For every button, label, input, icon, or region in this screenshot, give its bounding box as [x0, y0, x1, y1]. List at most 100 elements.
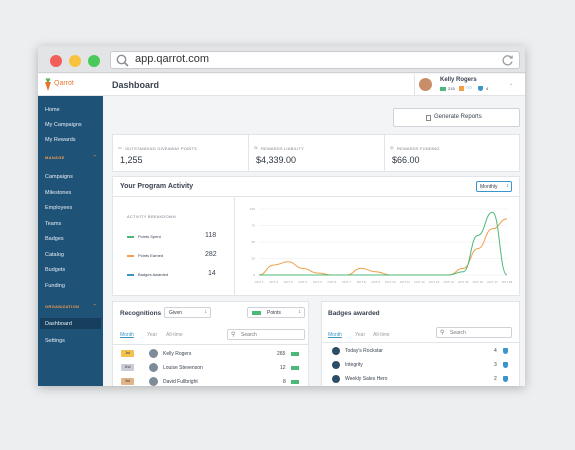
top-bar: Dashboard Kelly Rogers 215 ○○ 4 ⌄	[103, 74, 525, 96]
legend-label: Badges Awarded	[138, 272, 169, 277]
search-icon	[116, 54, 129, 67]
tab-all-time[interactable]: All-time	[166, 332, 183, 338]
badge-icon	[478, 86, 483, 91]
legend-label: Points Spent	[138, 234, 161, 239]
user-badges-count: 4	[486, 86, 489, 91]
x-tick-label: OCT 14	[443, 280, 454, 284]
badge-count: 3	[494, 362, 497, 368]
address-bar[interactable]: app.qarrot.com	[110, 51, 520, 69]
recognition-name: David Fullbright	[163, 379, 198, 385]
x-tick-label: OCT 2	[269, 280, 278, 284]
close-window-button[interactable]	[50, 55, 62, 67]
recognitions-filter-select[interactable]: Given ↕	[164, 307, 211, 318]
chevron-up-icon[interactable]: ⌃	[93, 303, 97, 308]
user-avatar	[419, 78, 432, 91]
rank-pill: 2nd	[121, 364, 134, 371]
period-select[interactable]: Monthly ↕	[476, 181, 512, 192]
stats-card: ▭ OUTSTANDING GIVEAWAY POINTS 1,255 ⚖ RE…	[112, 134, 520, 172]
badge-shield-icon	[503, 376, 508, 382]
sidebar-section-organization: ORGANIZATION	[45, 304, 80, 309]
stat-value: $66.00	[392, 155, 420, 165]
x-tick-label: OCT 18	[502, 280, 513, 284]
sidebar-item-budgets[interactable]: Budgets	[45, 267, 66, 273]
minimize-window-button[interactable]	[69, 55, 81, 67]
points-icon	[291, 352, 299, 356]
stat-label: REWARDS LIABILITY	[261, 146, 305, 151]
recognitions-search-input[interactable]: ⚲ Search	[227, 329, 305, 340]
stat-label: OUTSTANDING GIVEAWAY POINTS	[125, 146, 197, 151]
y-tick-label: 75	[252, 224, 256, 228]
maximize-window-button[interactable]	[88, 55, 100, 67]
period-select-value: Monthly	[480, 184, 498, 190]
chevron-updown-icon: ↕	[506, 183, 510, 189]
x-tick-label: OCT 3	[284, 280, 293, 284]
rank-pill: 1st	[121, 350, 134, 357]
points-icon	[291, 366, 299, 370]
activity-title: Your Program Activity	[120, 183, 194, 190]
scale-icon: ⚖	[254, 145, 258, 150]
sidebar-item-dashboard[interactable]: Dashboard	[45, 321, 72, 327]
badge-name: Integrity	[345, 362, 363, 368]
recognition-name: Kelly Rogers	[163, 351, 192, 357]
x-tick-label: OCT 10	[385, 280, 396, 284]
x-tick-label: OCT 8	[357, 280, 366, 284]
x-tick-label: OCT 6	[328, 280, 337, 284]
chevron-down-icon[interactable]: ⌄	[509, 81, 514, 87]
sidebar-item-campaigns[interactable]: Campaigns	[45, 174, 73, 180]
sidebar-item-settings[interactable]: Settings	[45, 338, 65, 344]
badge-name: Weekly Sales Hero	[345, 376, 388, 382]
links-icon: ○○	[466, 85, 473, 91]
tab-year[interactable]: Year	[147, 332, 158, 338]
generate-reports-button[interactable]: Generate Reports	[393, 108, 520, 127]
badges-card: Badges awarded Month Year All-time ⚲ Sea…	[321, 301, 520, 386]
recognitions-metric-select[interactable]: Points ↕	[247, 307, 305, 318]
sidebar-item-teams[interactable]: Teams	[45, 221, 62, 227]
tab-month[interactable]: Month	[120, 332, 134, 338]
legend-label: Points Earned	[138, 253, 164, 258]
badges-search-input[interactable]: ⚲ Search	[436, 327, 512, 338]
avatar	[149, 363, 158, 372]
badge-count: 2	[494, 376, 497, 382]
sidebar-item-employees[interactable]: Employees	[45, 205, 73, 211]
page-title: Dashboard	[112, 80, 160, 90]
legend-value: 14	[208, 270, 216, 277]
sidebar-section-manage: MANAGE	[45, 155, 65, 160]
badge-icon	[332, 347, 340, 355]
tab-month[interactable]: Month	[328, 332, 342, 338]
recognition-name: Louise Stevenson	[163, 365, 203, 371]
search-placeholder: Search	[450, 330, 466, 336]
badge-name: Today's Rockstar	[345, 348, 383, 354]
recognitions-title: Recognitions	[120, 310, 162, 317]
chevron-up-icon[interactable]: ⌃	[93, 154, 97, 159]
sidebar-item-catalog[interactable]: Catalog	[45, 252, 64, 258]
tab-year[interactable]: Year	[355, 332, 366, 338]
metric-select-value: Points	[267, 310, 281, 316]
tab-all-time[interactable]: All-time	[373, 332, 390, 338]
sidebar-item-my-campaigns[interactable]: My Campaigns	[45, 122, 82, 128]
badge-shield-icon	[503, 348, 508, 354]
activity-breakdown-label: ACTIVITY BREAKDOWN	[127, 214, 176, 219]
stat-value: $4,339.00	[256, 155, 297, 165]
chevron-updown-icon: ↕	[204, 309, 208, 315]
reload-icon[interactable]	[501, 54, 514, 67]
x-tick-label: OCT 13	[429, 280, 440, 284]
sidebar-item-my-rewards[interactable]: My Rewards	[45, 137, 76, 143]
y-tick-label: 100	[250, 207, 255, 211]
sidebar-item-home[interactable]: Home	[45, 107, 60, 113]
recognitions-card: Recognitions Given ↕ Points ↕ Month Year…	[112, 301, 309, 386]
sidebar-item-milestones[interactable]: Milestones	[45, 190, 72, 196]
sidebar-item-badges[interactable]: Badges	[45, 236, 64, 242]
document-icon	[426, 115, 431, 121]
x-tick-label: OCT 7	[342, 280, 351, 284]
x-tick-label: OCT 16	[473, 280, 484, 284]
badges-title: Badges awarded	[328, 310, 380, 317]
brand[interactable]: Qarrot	[38, 74, 103, 96]
user-menu[interactable]: Kelly Rogers 215 ○○ 4 ⌄	[414, 74, 522, 96]
y-tick-label: 25	[252, 257, 256, 261]
search-icon: ⚲	[231, 332, 236, 338]
stat-label: REWARDS FUNDING	[397, 146, 440, 151]
sidebar-item-funding[interactable]: Funding	[45, 283, 65, 289]
coin-icon	[459, 86, 464, 91]
recognition-points: 265	[277, 351, 286, 357]
